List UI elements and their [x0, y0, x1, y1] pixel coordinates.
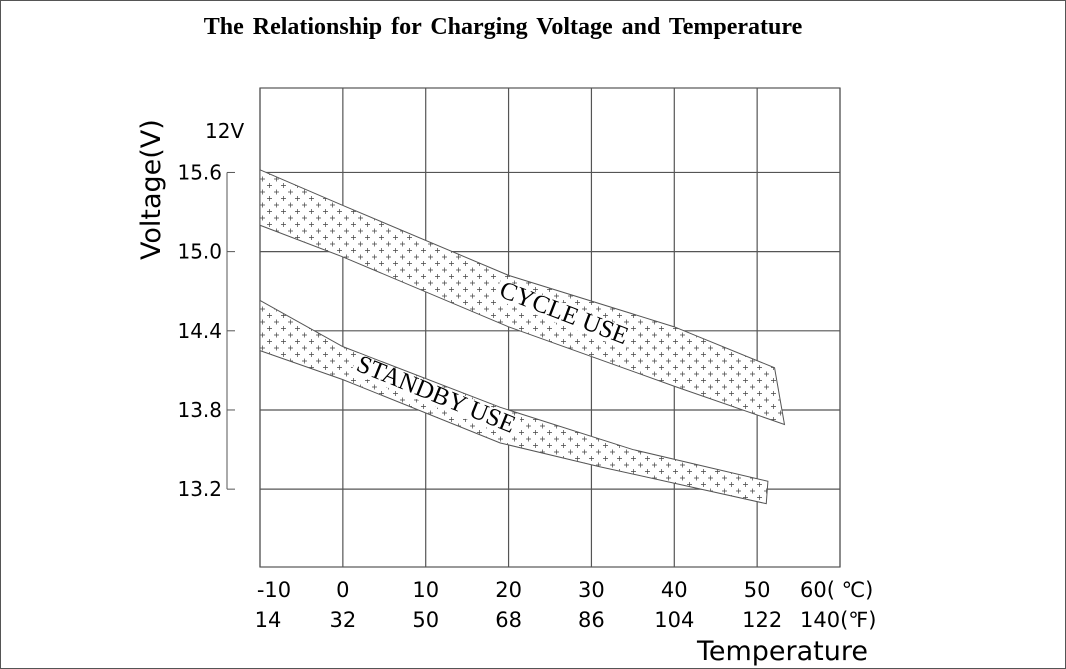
- x-tick-label-celsius: 10: [412, 578, 439, 602]
- x-tick-label-fahrenheit: 50: [412, 608, 439, 632]
- x-tick-label-fahrenheit: 140(℉): [800, 608, 876, 632]
- x-tick-label-celsius: 60( ℃): [800, 578, 873, 602]
- x-tick-label-celsius: 20: [495, 578, 522, 602]
- x-tick-label-celsius: 50: [744, 578, 771, 602]
- x-tick-label-celsius: 30: [578, 578, 605, 602]
- y-tick-label: 15.0: [177, 240, 222, 264]
- y-tick-label: 13.2: [177, 477, 222, 501]
- band-label: STANDBY USE: [353, 351, 519, 439]
- x-tick-label-celsius: 40: [661, 578, 688, 602]
- x-tick-label-celsius: -10: [257, 578, 291, 602]
- y-tick-label: 14.4: [177, 319, 222, 343]
- chart-title: The Relationship for Charging Voltage an…: [204, 14, 803, 40]
- grid: [259, 87, 841, 568]
- x-tick-label-fahrenheit: 104: [654, 608, 694, 632]
- axes: 15.6 15.0 14.4 13.8 13.2 -10 14 0 32 10 50 20 68 30 86…: [177, 160, 876, 632]
- x-axis-label: Temperature: [696, 636, 868, 667]
- y-axis-unit-note: 12V: [205, 119, 244, 143]
- x-tick-label-fahrenheit: 122: [742, 608, 782, 632]
- x-tick-label-fahrenheit: 14: [255, 608, 282, 632]
- y-tick-label: 15.6: [177, 160, 222, 184]
- x-tick-label-fahrenheit: 68: [495, 608, 522, 632]
- band-label-background: [350, 353, 521, 439]
- x-tick-label-celsius: 0: [336, 578, 349, 602]
- band-standby-use: [259, 299, 769, 505]
- band-label-background: [493, 279, 634, 350]
- y-axis-label: Voltage(V): [136, 119, 167, 260]
- x-tick-label-fahrenheit: 86: [578, 608, 605, 632]
- x-tick-label-fahrenheit: 32: [329, 608, 356, 632]
- y-tick-label: 13.8: [177, 398, 222, 422]
